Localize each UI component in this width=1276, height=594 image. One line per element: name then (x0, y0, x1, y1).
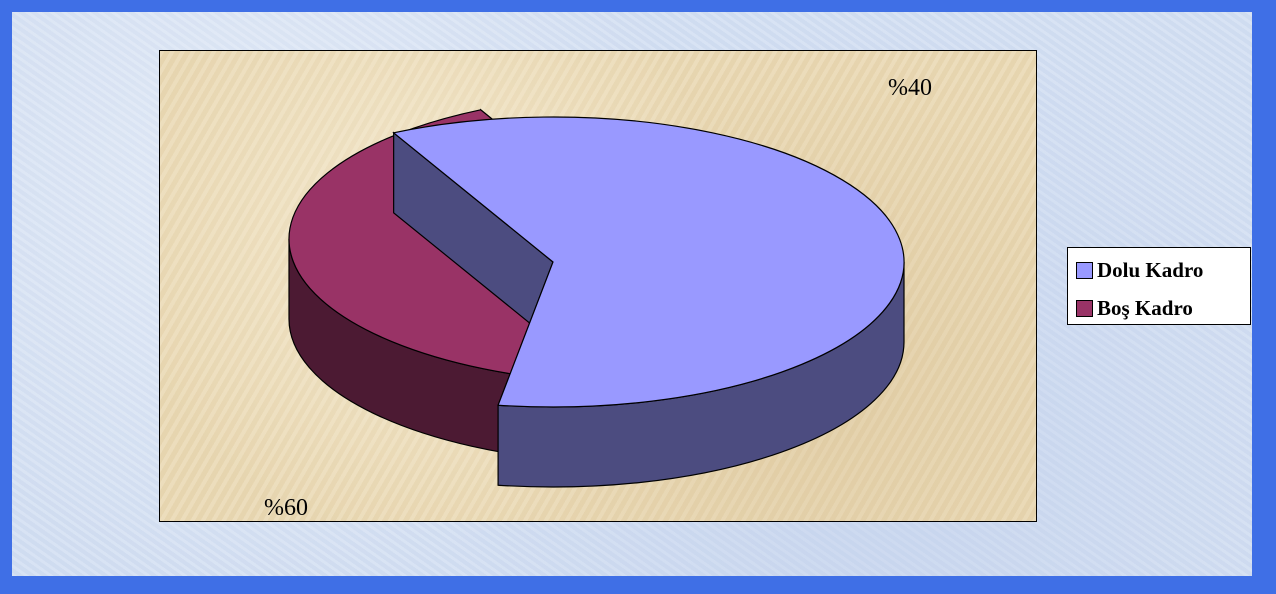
legend-swatch-dolu-kadro (1076, 261, 1093, 279)
data-label-dolu-kadro: %60 (264, 495, 308, 521)
legend-item-bos-kadro: Boş Kadro (1076, 296, 1193, 320)
legend-swatch-bos-kadro (1076, 299, 1093, 317)
slice-top-0 (392, 116, 905, 408)
legend-label-dolu-kadro: Dolu Kadro (1097, 257, 1204, 282)
legend-label-bos-kadro: Boş Kadro (1097, 295, 1193, 320)
pie-chart: %60 %40 (264, 75, 932, 521)
legend: Dolu Kadro Boş Kadro (1067, 247, 1251, 325)
pie-slices (288, 108, 905, 488)
data-label-bos-kadro: %40 (888, 75, 932, 101)
legend-item-dolu-kadro: Dolu Kadro (1076, 258, 1203, 282)
